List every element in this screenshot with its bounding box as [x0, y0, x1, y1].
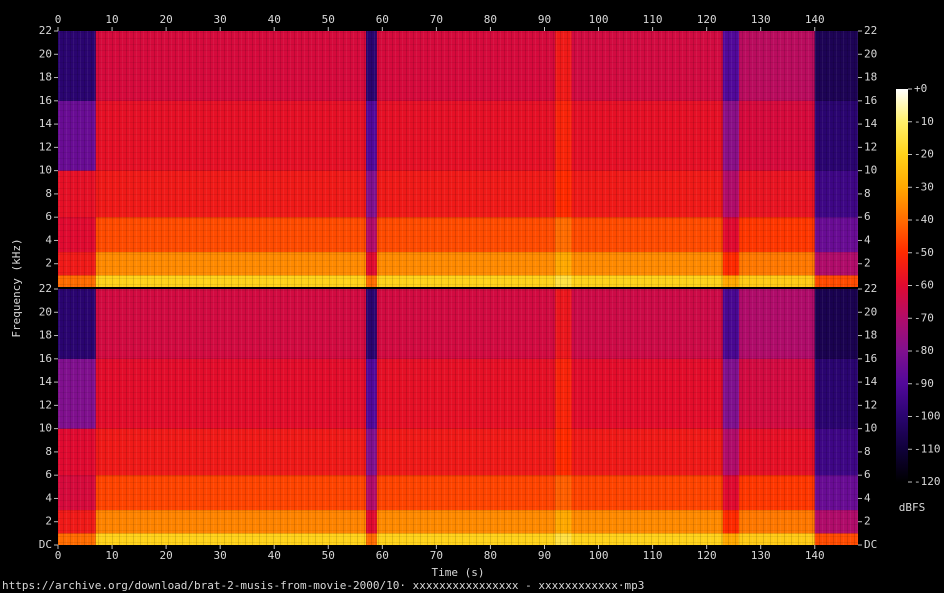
y-tick-label: 6 [45, 468, 52, 481]
y-tick-label-right: 18 [864, 71, 877, 84]
x-tick-label-top: 50 [322, 13, 335, 26]
colorbar-tick-label: -100 [914, 410, 941, 423]
y-tick-label-right: 20 [864, 47, 877, 60]
x-tick-label-bottom: 100 [589, 549, 609, 562]
colorbar-tick-label: -60 [914, 279, 934, 292]
y-tick-label: 16 [39, 94, 52, 107]
y-tick-label: 18 [39, 329, 52, 342]
x-tick-label-bottom: 50 [322, 549, 335, 562]
x-tick-label-bottom: 130 [751, 549, 771, 562]
colorbar-tick-label: -70 [914, 311, 934, 324]
x-tick-label-bottom: 10 [105, 549, 118, 562]
y-tick-label-right: DC [864, 538, 877, 551]
y-tick-label-right: 22 [864, 24, 877, 37]
y-tick-label: 4 [45, 491, 52, 504]
y-tick-label-right: 6 [864, 468, 871, 481]
y-tick-label-right: 12 [864, 398, 877, 411]
y-tick-label: 18 [39, 71, 52, 84]
y-tick-label-right: 14 [864, 375, 878, 388]
y-tick-label-right: 16 [864, 94, 877, 107]
x-tick-label-top: 100 [589, 13, 609, 26]
y-axis-label: Frequency (kHz) [10, 238, 23, 337]
y-tick-label: 2 [45, 515, 52, 528]
y-tick-label: 4 [45, 233, 52, 246]
colorbar-tick-label: -30 [914, 180, 934, 193]
y-tick-label-right: 16 [864, 352, 877, 365]
y-tick-label: 12 [39, 398, 52, 411]
texture [58, 31, 858, 287]
x-tick-label-bottom: 60 [376, 549, 389, 562]
y-tick-label: 2 [45, 257, 52, 270]
x-tick-label-top: 70 [430, 13, 443, 26]
x-tick-label-bottom: 20 [159, 549, 172, 562]
y-tick-label: 8 [45, 187, 52, 200]
x-tick-label-top: 110 [643, 13, 663, 26]
y-tick-label: 14 [39, 375, 53, 388]
x-tick-label-top: 0 [55, 13, 62, 26]
y-tick-label: 22 [39, 282, 52, 295]
y-tick-label-right: 8 [864, 187, 871, 200]
y-tick-label: 12 [39, 140, 52, 153]
y-tick-label-right: 22 [864, 282, 877, 295]
colorbar-tick-label: -10 [914, 115, 934, 128]
colorbar-tick-label: -50 [914, 246, 934, 259]
x-tick-label-top: 120 [697, 13, 717, 26]
y-tick-label-right: 18 [864, 329, 877, 342]
colorbar-tick-label: -40 [914, 213, 934, 226]
x-axis-label: Time (s) [432, 566, 485, 579]
y-tick-label-right: 10 [864, 422, 877, 435]
footer-url: https://archive.org/download/brat-2-musi… [2, 579, 644, 592]
y-tick-label-right: 4 [864, 491, 871, 504]
x-tick-label-bottom: 30 [214, 549, 227, 562]
y-tick-label: 10 [39, 422, 52, 435]
y-tick-label-right: 12 [864, 140, 877, 153]
colorbar-tick-label: -80 [914, 344, 934, 357]
y-tick-label: 6 [45, 210, 52, 223]
colorbar-tick-label: -110 [914, 442, 941, 455]
colorbar-tick-label: +0 [914, 82, 927, 95]
x-tick-label-top: 10 [105, 13, 118, 26]
x-tick-label-top: 30 [214, 13, 227, 26]
x-tick-label-bottom: 90 [538, 549, 551, 562]
x-tick-label-bottom: 80 [484, 549, 497, 562]
y-tick-label-right: 2 [864, 257, 871, 270]
x-tick-label-bottom: 70 [430, 549, 443, 562]
y-tick-label: 14 [39, 117, 53, 130]
x-tick-label-bottom: 110 [643, 549, 663, 562]
y-tick-label: 10 [39, 164, 52, 177]
texture [58, 289, 858, 545]
x-tick-label-bottom: 140 [805, 549, 825, 562]
colorbar [896, 89, 908, 482]
x-tick-label-top: 80 [484, 13, 497, 26]
x-tick-label-bottom: 120 [697, 549, 717, 562]
y-tick-label-right: 8 [864, 445, 871, 458]
y-tick-label: 20 [39, 305, 52, 318]
colorbar-label: dBFS [899, 501, 926, 514]
x-tick-label-bottom: 0 [55, 549, 62, 562]
y-tick-label-right: 2 [864, 515, 871, 528]
x-tick-label-top: 130 [751, 13, 771, 26]
x-tick-label-top: 140 [805, 13, 825, 26]
y-tick-label-right: 20 [864, 305, 877, 318]
y-tick-label-right: 10 [864, 164, 877, 177]
x-tick-label-top: 40 [268, 13, 281, 26]
colorbar-tick-label: -20 [914, 148, 934, 161]
colorbar-tick-label: -120 [914, 475, 941, 488]
y-tick-label: 16 [39, 352, 52, 365]
x-tick-label-top: 90 [538, 13, 551, 26]
colorbar-tick-label: -90 [914, 377, 934, 390]
y-tick-label: 20 [39, 47, 52, 60]
y-tick-label: DC [39, 538, 52, 551]
y-tick-label: 22 [39, 24, 52, 37]
y-tick-label-right: 4 [864, 233, 871, 246]
x-tick-label-bottom: 40 [268, 549, 281, 562]
y-tick-label: 8 [45, 445, 52, 458]
y-tick-label-right: 6 [864, 210, 871, 223]
y-tick-label-right: 14 [864, 117, 878, 130]
x-tick-label-top: 60 [376, 13, 389, 26]
x-tick-label-top: 20 [159, 13, 172, 26]
